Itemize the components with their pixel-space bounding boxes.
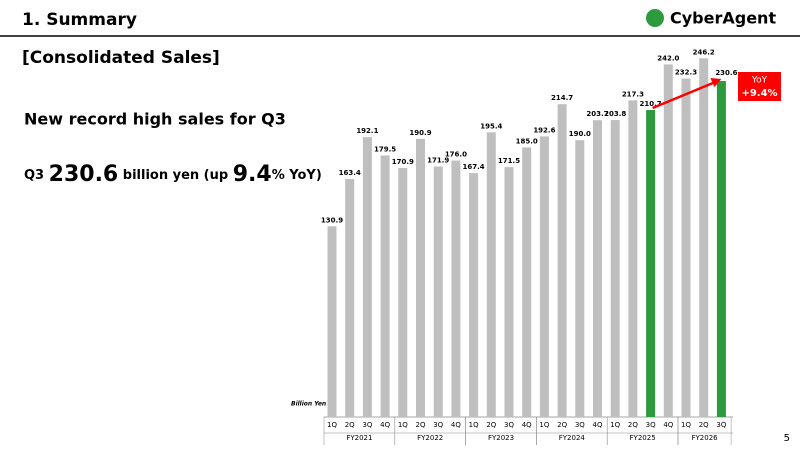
bar	[469, 173, 479, 417]
value-label: 171.5	[498, 157, 520, 165]
slide-title: 1. Summary	[22, 10, 137, 30]
logo-text: CyberAgent	[670, 9, 776, 28]
x-tick-label: 2Q	[628, 421, 638, 429]
x-tick-label: 3Q	[362, 421, 372, 429]
bar	[593, 120, 602, 417]
x-tick-label: 1Q	[610, 421, 620, 429]
page-number: 5	[784, 433, 790, 444]
bar	[681, 78, 691, 417]
bar	[433, 166, 443, 417]
value-label: 130.9	[321, 216, 343, 224]
x-tick-label: 1Q	[327, 421, 337, 429]
x-tick-label: 4Q	[451, 421, 461, 429]
yoy-arrowhead	[710, 78, 722, 88]
bar	[557, 104, 567, 417]
summary-suffix: % YoY)	[272, 168, 322, 183]
value-label: 190.0	[569, 130, 591, 138]
bar	[345, 178, 355, 417]
x-tick-label: 3Q	[646, 421, 656, 429]
bar	[716, 81, 726, 417]
value-label: 246.2	[693, 48, 715, 56]
bar	[628, 100, 638, 418]
x-tick-label: 2Q	[345, 421, 355, 429]
bar	[380, 155, 390, 417]
group-label: FY2025	[630, 434, 656, 442]
value-label: 195.4	[480, 122, 502, 130]
x-tick-label: 3Q	[504, 421, 514, 429]
value-label: 171.9	[427, 157, 449, 165]
group-label: FY2023	[488, 434, 514, 442]
chart: 130.9 1Q 163.4 2Q 192.1 3Q 179.5 4Q FY2021 170.9 1…	[321, 48, 781, 445]
group-label: FY2022	[417, 434, 443, 442]
group-label: FY2026	[691, 434, 718, 442]
yoy-label: YoY	[751, 76, 768, 86]
bar	[486, 132, 496, 418]
bar	[663, 64, 673, 417]
value-label: 190.9	[409, 129, 431, 137]
value-label: 214.7	[551, 94, 573, 102]
value-label: 163.4	[339, 169, 361, 177]
x-tick-label: 2Q	[557, 421, 567, 429]
value-label: 192.6	[533, 126, 555, 134]
x-tick-label: 2Q	[486, 421, 496, 429]
x-tick-label: 2Q	[699, 421, 709, 429]
headline: New record high sales for Q3	[24, 110, 286, 129]
x-tick-label: 1Q	[469, 421, 479, 429]
x-tick-label: 4Q	[593, 421, 603, 429]
summary-middle: billion yen (up	[123, 168, 228, 183]
x-tick-label: 4Q	[663, 421, 673, 429]
x-tick-label: 3Q	[433, 421, 443, 429]
x-tick-label: 2Q	[416, 421, 426, 429]
bar	[575, 140, 585, 418]
bar	[327, 226, 337, 417]
section-title: [Consolidated Sales]	[22, 48, 220, 68]
summary-prefix: Q3	[24, 168, 44, 183]
bar	[504, 167, 514, 417]
value-label: 176.0	[445, 151, 467, 159]
bar	[451, 160, 461, 417]
bar	[362, 137, 372, 418]
value-label: 217.3	[622, 90, 644, 98]
bar	[610, 120, 620, 417]
x-tick-label: 1Q	[398, 421, 408, 429]
yoy-box	[738, 72, 781, 101]
bar	[398, 167, 408, 417]
summary-growth: 9.4	[233, 162, 272, 187]
yoy-arrow	[652, 80, 716, 110]
value-label: 203.7	[586, 110, 608, 118]
x-tick-label: 3Q	[575, 421, 585, 429]
value-label: 185.0	[516, 137, 538, 145]
x-tick-label: 4Q	[522, 421, 532, 429]
logo-mark	[646, 9, 664, 27]
group-label: FY2024	[559, 434, 586, 442]
x-tick-label: 1Q	[681, 421, 691, 429]
value-label: 232.3	[675, 69, 697, 77]
x-tick-label: 1Q	[539, 421, 549, 429]
bar	[646, 110, 656, 417]
bar	[539, 136, 549, 417]
yoy-value: +9.4%	[741, 88, 777, 99]
bar	[699, 58, 709, 418]
x-tick-label: 4Q	[380, 421, 390, 429]
unit-label: Billion Yen	[291, 401, 326, 408]
value-label: 210.7	[640, 100, 662, 108]
logo: CyberAgent	[646, 9, 776, 28]
value-label: 170.9	[392, 158, 414, 166]
group-label: FY2021	[346, 434, 372, 442]
summary-amount: 230.6	[49, 162, 119, 187]
summary-line: Q3 230.6 billion yen (up 9.4% YoY)	[24, 162, 322, 187]
value-label: 203.8	[604, 110, 626, 118]
value-label: 192.1	[356, 127, 378, 135]
value-label: 167.4	[463, 163, 485, 171]
x-tick-label: 3Q	[716, 421, 726, 429]
bar	[416, 138, 425, 417]
bar	[522, 147, 532, 417]
value-label: 230.6	[715, 69, 737, 77]
value-label: 179.5	[374, 145, 396, 153]
value-label: 242.0	[657, 54, 679, 62]
